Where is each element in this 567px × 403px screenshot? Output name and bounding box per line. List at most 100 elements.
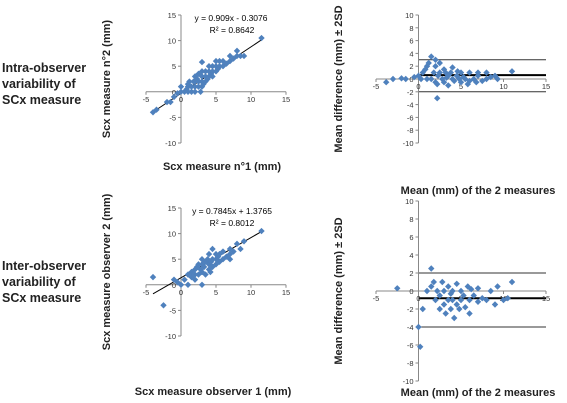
chart-3-data-point	[212, 261, 220, 268]
chart-3-data-point	[219, 248, 227, 255]
chart-1-data-point	[233, 52, 241, 60]
chart-3-data-point	[181, 276, 188, 283]
chart-4-data-point	[453, 301, 460, 308]
chart-1-y-tick-label: -10	[165, 139, 176, 148]
chart-2-y-tick-label: -2	[407, 88, 414, 97]
chart-4-y-tick-label: 6	[409, 233, 413, 242]
chart-3-y-tick-label: 15	[168, 204, 176, 213]
chart-1-data-point	[202, 78, 209, 85]
chart-1-data-point	[181, 88, 188, 95]
chart-2-data-point	[432, 56, 439, 63]
chart-1-data-point	[149, 109, 157, 116]
chart-3-x-tick-label: 10	[247, 288, 255, 297]
chart-1-x-tick-label: -5	[143, 95, 150, 104]
chart-1-data-point	[188, 88, 195, 95]
chart-4-data-point	[445, 283, 452, 290]
chart-2-data-point	[434, 95, 441, 102]
chart-2-y-axis-title: Mean difference (mm) ± 2SD	[333, 5, 345, 152]
chart-1-data-point	[191, 83, 199, 90]
chart-4-data-point	[494, 283, 501, 290]
row-label-inter: Inter-observer variability of SCx measur…	[2, 258, 114, 306]
chart-2-data-point	[428, 75, 435, 83]
chart-2-data-point	[464, 80, 471, 88]
chart-3-data-point	[184, 281, 192, 288]
chart-3-data-point	[233, 240, 241, 248]
chart-4-y-tick-label: -4	[407, 323, 414, 332]
chart-3-data-point	[226, 256, 234, 263]
chart-2-data-point	[473, 79, 480, 86]
chart-2-x-tick-label: 0	[416, 82, 420, 91]
chart-4-data-point	[466, 310, 473, 317]
chart-2-data-point	[443, 74, 450, 81]
chart-4-data-point	[439, 278, 446, 286]
chart-1-data-point	[188, 83, 195, 90]
chart-3-data-point	[237, 245, 244, 253]
chart-2-y-tick-label: 6	[409, 37, 413, 46]
chart-1-data-point	[174, 90, 181, 97]
chart-2-data-point	[402, 75, 409, 83]
chart-3-data-point	[230, 248, 237, 255]
chart-2-y-tick-label: 10	[405, 11, 413, 20]
chart-2-y-tick-label: 4	[409, 49, 413, 58]
chart-3-data-point	[202, 271, 209, 278]
chart-3-data-point	[209, 256, 216, 263]
chart-2-data-point	[383, 79, 390, 86]
chart-4-x-axis-title: Mean (mm) of the 2 measures	[401, 387, 556, 399]
chart-2-data-point	[389, 75, 397, 83]
chart-2-x-tick-label: 15	[542, 82, 550, 91]
chart-1-data-point	[191, 73, 199, 80]
chart-4-data-point	[436, 305, 443, 313]
chart-2-data-point	[466, 69, 473, 76]
chart-1-data-point	[198, 78, 206, 85]
chart-3-data-point	[209, 263, 216, 271]
chart-4-data-point	[508, 278, 516, 286]
chart-3-data-point	[195, 261, 202, 268]
chart-4-y-tick-label: -8	[407, 359, 414, 368]
chart-2-data-point	[434, 80, 441, 88]
chart-3-data-point	[170, 276, 178, 283]
chart-1-data-point	[226, 52, 234, 60]
chart-2-x-axis-title: Mean (mm) of the 2 measures	[401, 185, 556, 197]
chart-4-data-point	[462, 304, 469, 311]
chart-3-data-point	[177, 281, 185, 288]
chart-4-data-point	[468, 286, 475, 293]
chart-3-y-axis-title: Scx measure observer 2 (mm)	[101, 193, 113, 350]
chart-4-data-point	[451, 314, 458, 322]
chart-1-data-point	[198, 58, 206, 66]
chart-2-data-point	[425, 59, 432, 67]
chart-3-y-tick-label: 5	[172, 255, 176, 264]
chart-1-data-point	[230, 55, 237, 62]
chart-3-x-tick-label: 15	[282, 288, 290, 297]
chart-4-y-tick-label: -2	[407, 305, 414, 314]
chart-2-y-tick-label: 8	[409, 24, 413, 33]
chart-3-data-point	[258, 227, 265, 235]
chart-1-data-point	[216, 63, 223, 70]
chart-1-data-point	[212, 68, 220, 75]
chart-3-data-point	[160, 302, 167, 309]
row-label-intra-line-3: SCx measure	[2, 93, 82, 107]
chart-1-data-point	[170, 93, 178, 101]
chart-3-equation: y = 0.7845x + 1.3765	[192, 206, 272, 216]
chart-1-data-point	[195, 70, 202, 78]
chart-2-data-point	[436, 59, 443, 67]
chart-2-data-point	[451, 77, 458, 85]
chart-2-data-point	[457, 79, 465, 86]
chart-1-data-point	[223, 60, 230, 67]
chart-4-data-point	[453, 280, 460, 287]
chart-1-data-point	[163, 98, 171, 106]
chart-3-x-tick-label: 5	[214, 288, 218, 297]
chart-3-data-point	[207, 268, 214, 276]
chart-1-data-point	[216, 57, 223, 65]
chart-1-y-tick-label: 0	[172, 88, 176, 97]
chart-3-data-point	[191, 276, 199, 283]
chart-1-data-point	[209, 63, 216, 70]
chart-4-data-point	[419, 305, 426, 313]
chart-1-data-point	[212, 63, 220, 70]
chart-4-data-point	[504, 295, 511, 302]
chart-1-data-point	[184, 88, 192, 95]
chart-1-y-axis-title: Scx measure n°2 (mm)	[101, 20, 113, 138]
chart-3-y-tick-label: 10	[168, 230, 176, 239]
chart-2-data-point	[508, 68, 516, 75]
chart-1-data-point	[212, 57, 220, 65]
